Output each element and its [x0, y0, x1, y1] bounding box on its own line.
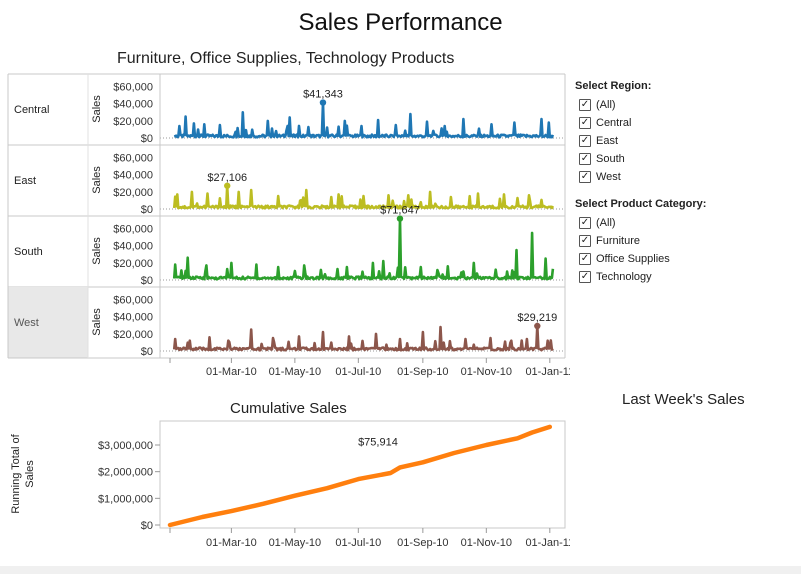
x-tick-label: 01-Nov-10	[461, 366, 512, 378]
y-tick-label: $0	[141, 204, 153, 216]
cumulative-series-line	[167, 424, 553, 528]
x-tick-label: 01-Jul-10	[335, 537, 381, 549]
bottom-strip	[0, 566, 801, 574]
category-option-technology[interactable]: Technology	[579, 268, 795, 286]
region-label: South	[14, 246, 43, 258]
cumulative-plot-frame	[159, 420, 566, 529]
x-tick-label: 01-Sep-10	[397, 366, 448, 378]
region-filter: Select Region: (All) Central East South …	[575, 80, 795, 186]
max-point-label: $27,106	[207, 172, 247, 184]
y-tick-label: $0	[141, 275, 153, 287]
region-label: East	[14, 175, 36, 187]
y-tick-label: $2,000,000	[98, 467, 153, 479]
y-tick-label: $40,000	[113, 312, 153, 324]
checkbox-checked-icon[interactable]	[579, 135, 591, 147]
region-option-all[interactable]: (All)	[579, 96, 795, 114]
x-tick-label: 01-Jan-11	[525, 537, 570, 549]
last-week-sales-title: Last Week's Sales	[622, 391, 745, 408]
checkbox-checked-icon[interactable]	[579, 253, 591, 265]
x-tick-label: 01-Jul-10	[335, 366, 381, 378]
y-tick-label: $0	[141, 520, 153, 532]
checkbox-checked-icon[interactable]	[579, 171, 591, 183]
y-tick-label: $40,000	[113, 170, 153, 182]
max-point-marker	[319, 99, 327, 106]
series-line	[172, 217, 555, 281]
category-option-furniture[interactable]: Furniture	[579, 232, 795, 250]
x-tick-label: 01-Jan-11	[525, 366, 570, 378]
x-tick-label: 01-May-10	[269, 366, 322, 378]
x-tick-label: 01-Mar-10	[206, 366, 257, 378]
y-tick-label: $20,000	[113, 329, 153, 341]
region-option-central[interactable]: Central	[579, 114, 795, 132]
y-axis-title: Sales	[91, 237, 103, 265]
y-tick-label: $60,000	[113, 295, 153, 307]
checkbox-checked-icon[interactable]	[579, 99, 591, 111]
y-axis-title: Sales	[91, 166, 103, 194]
y-axis-title: Sales	[91, 308, 103, 336]
y-tick-label: $1,000,000	[98, 493, 153, 505]
y-tick-label: $40,000	[113, 99, 153, 111]
checkbox-checked-icon[interactable]	[579, 235, 591, 247]
y-tick-label: $0	[141, 346, 153, 358]
category-option-label: (All)	[596, 217, 616, 229]
category-option-label: Office Supplies	[596, 253, 670, 265]
region-filter-title: Select Region:	[575, 80, 652, 92]
region-option-east[interactable]: East	[579, 132, 795, 150]
region-label: Central	[14, 104, 49, 116]
x-tick-label: 01-Sep-10	[397, 537, 448, 549]
max-point-marker	[224, 182, 231, 189]
region-option-south[interactable]: South	[579, 150, 795, 168]
category-option-office-supplies[interactable]: Office Supplies	[579, 250, 795, 268]
category-filter-title: Select Product Category:	[575, 198, 707, 210]
x-tick-label: 01-Mar-10	[206, 537, 257, 549]
category-filter: Select Product Category: (All) Furniture…	[575, 198, 795, 286]
dashboard-title: Sales Performance	[298, 9, 503, 36]
y-tick-label: $60,000	[113, 153, 153, 165]
top-chart-title: Furniture, Office Supplies, Technology P…	[117, 50, 455, 67]
y-tick-label: $60,000	[113, 82, 153, 94]
y-axis-title: Sales	[91, 95, 103, 123]
region-option-label: West	[596, 171, 621, 183]
y-tick-label: $40,000	[113, 241, 153, 253]
cumulative-chart-title: Cumulative Sales	[230, 400, 347, 417]
category-option-label: Furniture	[596, 235, 641, 247]
region-option-label: (All)	[596, 99, 616, 111]
y-tick-label: $20,000	[113, 116, 153, 128]
x-tick-label: 01-May-10	[269, 537, 322, 549]
y-axis-title: Running Total of	[10, 433, 22, 513]
x-tick-label: 01-Nov-10	[461, 537, 512, 549]
y-tick-label: $0	[141, 133, 153, 145]
region-option-label: South	[596, 153, 625, 165]
category-option-label: Technology	[596, 271, 652, 283]
max-point-label: $29,219	[517, 312, 557, 324]
y-axis-title: Sales	[24, 460, 36, 488]
checkbox-checked-icon[interactable]	[579, 153, 591, 165]
checkbox-checked-icon[interactable]	[579, 271, 591, 283]
checkbox-checked-icon[interactable]	[579, 117, 591, 129]
checkbox-checked-icon[interactable]	[579, 217, 591, 229]
region-filter-options: (All) Central East South West	[575, 96, 795, 186]
region-option-west[interactable]: West	[579, 168, 795, 186]
regional-sales-chart: Central Sales $60,000 $40,000 $20,000 $0 $41,3…	[7, 73, 570, 378]
series-line	[172, 324, 554, 352]
y-tick-label: $60,000	[113, 224, 153, 236]
y-tick-label: $20,000	[113, 258, 153, 270]
y-tick-label: $20,000	[113, 187, 153, 199]
cumulative-sales-chart: Running Total of Sales $3,000,000 $2,000,00…	[10, 420, 570, 549]
max-point-marker	[534, 322, 541, 330]
cumulative-annotation-label: $75,914	[358, 436, 398, 448]
max-point-label: $71,647	[380, 205, 420, 217]
category-option-all[interactable]: (All)	[579, 214, 795, 232]
region-header-highlight	[8, 287, 88, 358]
region-option-label: Central	[596, 117, 632, 129]
max-point-marker	[396, 215, 404, 222]
category-filter-options: (All) Furniture Office Supplies Technolo…	[575, 214, 795, 286]
max-point-label: $41,343	[303, 89, 343, 101]
region-label: West	[14, 317, 39, 329]
series-line	[172, 184, 555, 210]
y-tick-label: $3,000,000	[98, 440, 153, 452]
series-line	[173, 101, 555, 139]
region-option-label: East	[596, 135, 619, 147]
